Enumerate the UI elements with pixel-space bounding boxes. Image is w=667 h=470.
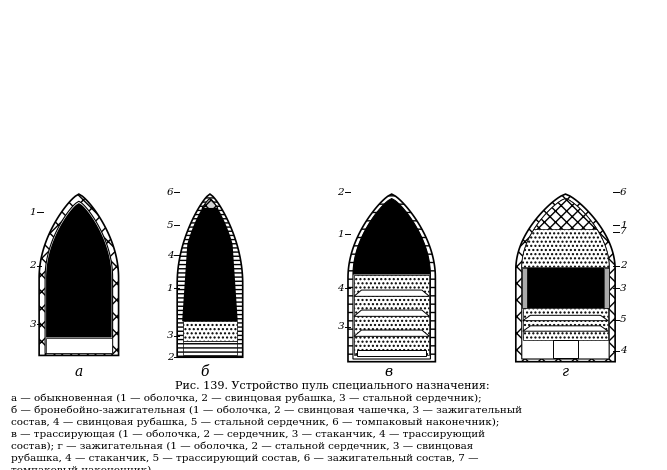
Text: 1: 1 <box>167 284 173 293</box>
Polygon shape <box>46 203 111 337</box>
Text: г: г <box>562 365 569 378</box>
Text: б — бронебойно-зажигательная (1 — оболочка, 2 — свинцовая чашечка, 3 — зажигател: б — бронебойно-зажигательная (1 — оболоч… <box>11 405 522 415</box>
Text: 3: 3 <box>167 331 173 340</box>
Text: состав); г — зажигательная (1 — оболочка, 2 — стальной сердечник, 3 — свинцовая: состав); г — зажигательная (1 — оболочка… <box>11 441 474 451</box>
Text: Рис. 139. Устройство пуль специального назначения:: Рис. 139. Устройство пуль специального н… <box>175 381 490 391</box>
Text: 5: 5 <box>167 221 173 230</box>
Text: 2: 2 <box>29 261 36 270</box>
Text: 4: 4 <box>620 346 627 355</box>
Polygon shape <box>522 199 609 267</box>
Text: в: в <box>385 365 393 378</box>
Text: 7: 7 <box>620 227 627 236</box>
Text: 5: 5 <box>620 315 627 324</box>
Polygon shape <box>45 201 113 353</box>
Text: 3: 3 <box>620 284 627 293</box>
Polygon shape <box>353 199 430 274</box>
Polygon shape <box>354 310 430 316</box>
Polygon shape <box>604 267 609 308</box>
Polygon shape <box>522 199 609 359</box>
Polygon shape <box>182 209 237 321</box>
Text: 1: 1 <box>338 230 344 239</box>
Polygon shape <box>354 290 430 297</box>
Text: 6: 6 <box>167 188 173 197</box>
Polygon shape <box>202 199 218 209</box>
Polygon shape <box>522 267 527 308</box>
Polygon shape <box>552 340 578 358</box>
Text: томпаковый наконечник): томпаковый наконечник) <box>11 466 151 470</box>
Polygon shape <box>39 194 119 355</box>
Text: 3: 3 <box>338 322 344 331</box>
Polygon shape <box>523 326 608 331</box>
Text: в — трассирующая (1 — оболочка, 2 — сердечник, 3 — стаканчик, 4 — трассирующий: в — трассирующая (1 — оболочка, 2 — серд… <box>11 430 486 439</box>
Polygon shape <box>348 194 436 362</box>
Text: 1: 1 <box>29 208 36 217</box>
Text: 4: 4 <box>167 251 173 259</box>
Text: а — обыкновенная (1 — оболочка, 2 — свинцовая рубашка, 3 — стальной сердечник);: а — обыкновенная (1 — оболочка, 2 — свин… <box>11 393 482 403</box>
Text: 6: 6 <box>620 188 627 197</box>
Text: а: а <box>75 365 83 378</box>
Text: 4: 4 <box>338 284 344 293</box>
Text: 2: 2 <box>620 261 627 270</box>
Polygon shape <box>516 194 615 362</box>
Polygon shape <box>354 274 430 354</box>
Polygon shape <box>46 337 111 353</box>
Text: 1: 1 <box>620 221 627 230</box>
Polygon shape <box>183 321 237 341</box>
Text: 2: 2 <box>167 352 173 362</box>
Text: состав, 4 — свинцовая рубашка, 5 — стальной сердечник, 6 — томпаковый наконечник: состав, 4 — свинцовая рубашка, 5 — сталь… <box>11 417 500 427</box>
Text: б: б <box>201 365 209 378</box>
Text: 3: 3 <box>29 320 36 329</box>
Polygon shape <box>357 350 426 356</box>
Polygon shape <box>523 315 608 321</box>
Polygon shape <box>523 308 608 340</box>
Polygon shape <box>354 330 430 337</box>
Polygon shape <box>527 267 604 308</box>
Polygon shape <box>183 341 237 354</box>
Polygon shape <box>177 194 243 357</box>
Polygon shape <box>534 199 597 230</box>
Polygon shape <box>353 199 430 359</box>
Text: 2: 2 <box>338 188 344 197</box>
Text: рубашка, 4 — стаканчик, 5 — трассирующий состав, 6 — зажигательный состав, 7 —: рубашка, 4 — стаканчик, 5 — трассирующий… <box>11 454 479 463</box>
